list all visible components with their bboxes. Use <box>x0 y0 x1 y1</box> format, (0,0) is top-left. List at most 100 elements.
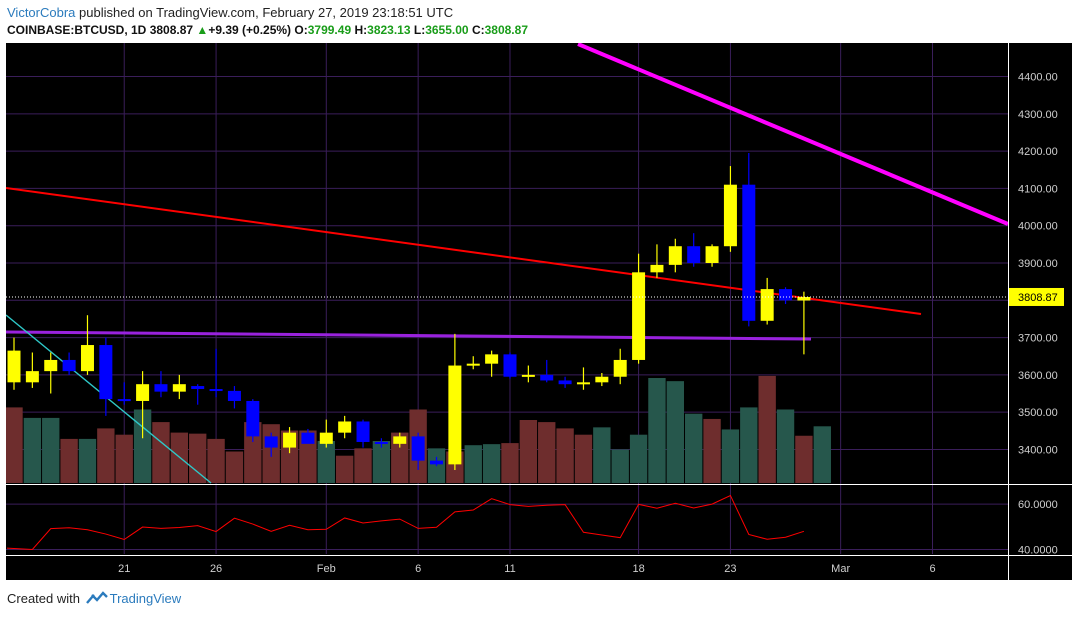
tradingview-logo-icon[interactable] <box>85 591 108 608</box>
candle-down <box>117 399 131 402</box>
candle-up <box>797 296 811 301</box>
price-tick-label: 4400.00 <box>1018 72 1058 84</box>
time-tick-label: 11 <box>504 563 515 575</box>
candle-down <box>742 184 756 321</box>
candle-up <box>595 376 609 383</box>
volume-bar <box>335 455 354 483</box>
candle-down <box>374 441 388 444</box>
open-label: O: <box>294 23 308 37</box>
high-label: H: <box>354 23 368 37</box>
candle-up <box>668 246 682 265</box>
time-tick-label: 6 <box>929 563 935 575</box>
low-label: L: <box>413 23 426 37</box>
volume-bar <box>372 441 391 483</box>
volume-bar <box>593 427 611 483</box>
candle-down <box>246 400 260 437</box>
candle-down <box>356 421 370 442</box>
rsi-line <box>6 494 805 550</box>
volume-bar <box>482 444 501 483</box>
volume-bar <box>611 449 629 483</box>
volume-bar <box>648 378 666 483</box>
price-tick-label: 4200.00 <box>1018 146 1058 158</box>
time-tick-label: Mar <box>831 563 850 575</box>
candle-up <box>613 359 627 377</box>
volume-bar <box>152 422 170 483</box>
volume-bar <box>556 428 574 483</box>
candle-up <box>576 382 590 385</box>
candle-up <box>466 363 480 366</box>
candle-up <box>448 365 462 465</box>
created-with-label: Created with <box>7 591 80 606</box>
candle-up <box>485 354 499 364</box>
candle-down <box>227 390 241 401</box>
chart-area[interactable]: 4400.00 4300.00 4200.00 4100.00 4000.00 3900.… <box>5 42 1072 580</box>
candle-down <box>430 460 444 465</box>
chart-axes: 4400.00 4300.00 4200.00 4100.00 4000.00 3900.… <box>6 43 1072 580</box>
candle-up <box>338 421 352 433</box>
candle-up <box>393 436 407 444</box>
candle-up <box>25 371 39 383</box>
candle-up <box>172 384 186 392</box>
rsi-tick-label: 60.0000 <box>1018 499 1058 511</box>
tradingview-link[interactable]: TradingView <box>109 591 182 606</box>
low-value: 3655.00 <box>425 23 469 37</box>
magenta-trendline <box>577 42 1009 226</box>
time-tick-label: 26 <box>210 563 222 575</box>
chart-header: VictorCobra published on TradingView.com… <box>7 4 1067 38</box>
volume-bar <box>519 420 538 483</box>
volume-bar <box>189 433 207 483</box>
volume-bar <box>207 438 225 483</box>
price-chart[interactable]: 4400.00 4300.00 4200.00 4100.00 4000.00 3900.… <box>5 42 1072 580</box>
candle-down <box>99 345 113 400</box>
candle-up <box>7 350 21 383</box>
publish-info: VictorCobra published on TradingView.com… <box>7 4 1067 22</box>
trendlines-front <box>6 42 1009 298</box>
purple-support-line <box>5 330 812 341</box>
candle-down <box>264 436 278 448</box>
published-text: published on TradingView.com, February 2… <box>75 5 454 20</box>
price-tick-label: 3700.00 <box>1018 333 1058 345</box>
price-tick-label: 4100.00 <box>1018 183 1058 195</box>
candle-up <box>283 432 297 448</box>
volume-bar <box>813 426 831 483</box>
open-value: 3799.49 <box>307 23 352 37</box>
price-tick-label: 3900.00 <box>1018 258 1058 270</box>
price-tick-label: 4000.00 <box>1018 221 1058 233</box>
rsi-tick-label: 40.0000 <box>1018 544 1058 556</box>
candle-up <box>650 264 664 273</box>
author-link[interactable]: VictorCobra <box>7 5 76 20</box>
volume-bar <box>758 375 776 483</box>
price-change: +9.39 (+0.25%) <box>208 23 292 37</box>
price-tick-label: 3400.00 <box>1018 444 1058 456</box>
candle-down <box>687 246 701 263</box>
candle-up <box>632 272 646 360</box>
volume-bar <box>97 428 115 483</box>
time-tick-label: 23 <box>724 563 736 575</box>
candle-down <box>558 380 572 385</box>
volume-bar <box>391 432 409 483</box>
volume-bar <box>721 429 740 483</box>
volume-bar <box>317 441 335 483</box>
candle-down <box>503 354 517 377</box>
price-tick-label: 3500.00 <box>1018 407 1058 419</box>
symbol-label: COINBASE:BTCUSD, 1D <box>7 23 147 37</box>
volume-bar <box>574 434 593 483</box>
change-up-icon: ▲ <box>196 23 209 37</box>
rsi-pane <box>6 494 1008 550</box>
volume-bar <box>629 434 648 483</box>
candle-up <box>319 432 333 444</box>
time-tick-label: 18 <box>632 563 644 575</box>
candle-up <box>80 345 94 372</box>
candlesticks <box>7 153 811 470</box>
candle-up <box>760 289 774 321</box>
candle-up <box>705 246 719 263</box>
volume-bar <box>60 438 78 483</box>
volume-bar <box>133 409 152 483</box>
candle-down <box>301 432 315 444</box>
price-axis-bg <box>1008 43 1072 580</box>
volume-bar <box>740 407 758 483</box>
volume-bar <box>464 445 482 483</box>
candle-down <box>411 436 425 461</box>
time-tick-label: Feb <box>317 563 336 575</box>
time-tick-label: 6 <box>415 563 421 575</box>
